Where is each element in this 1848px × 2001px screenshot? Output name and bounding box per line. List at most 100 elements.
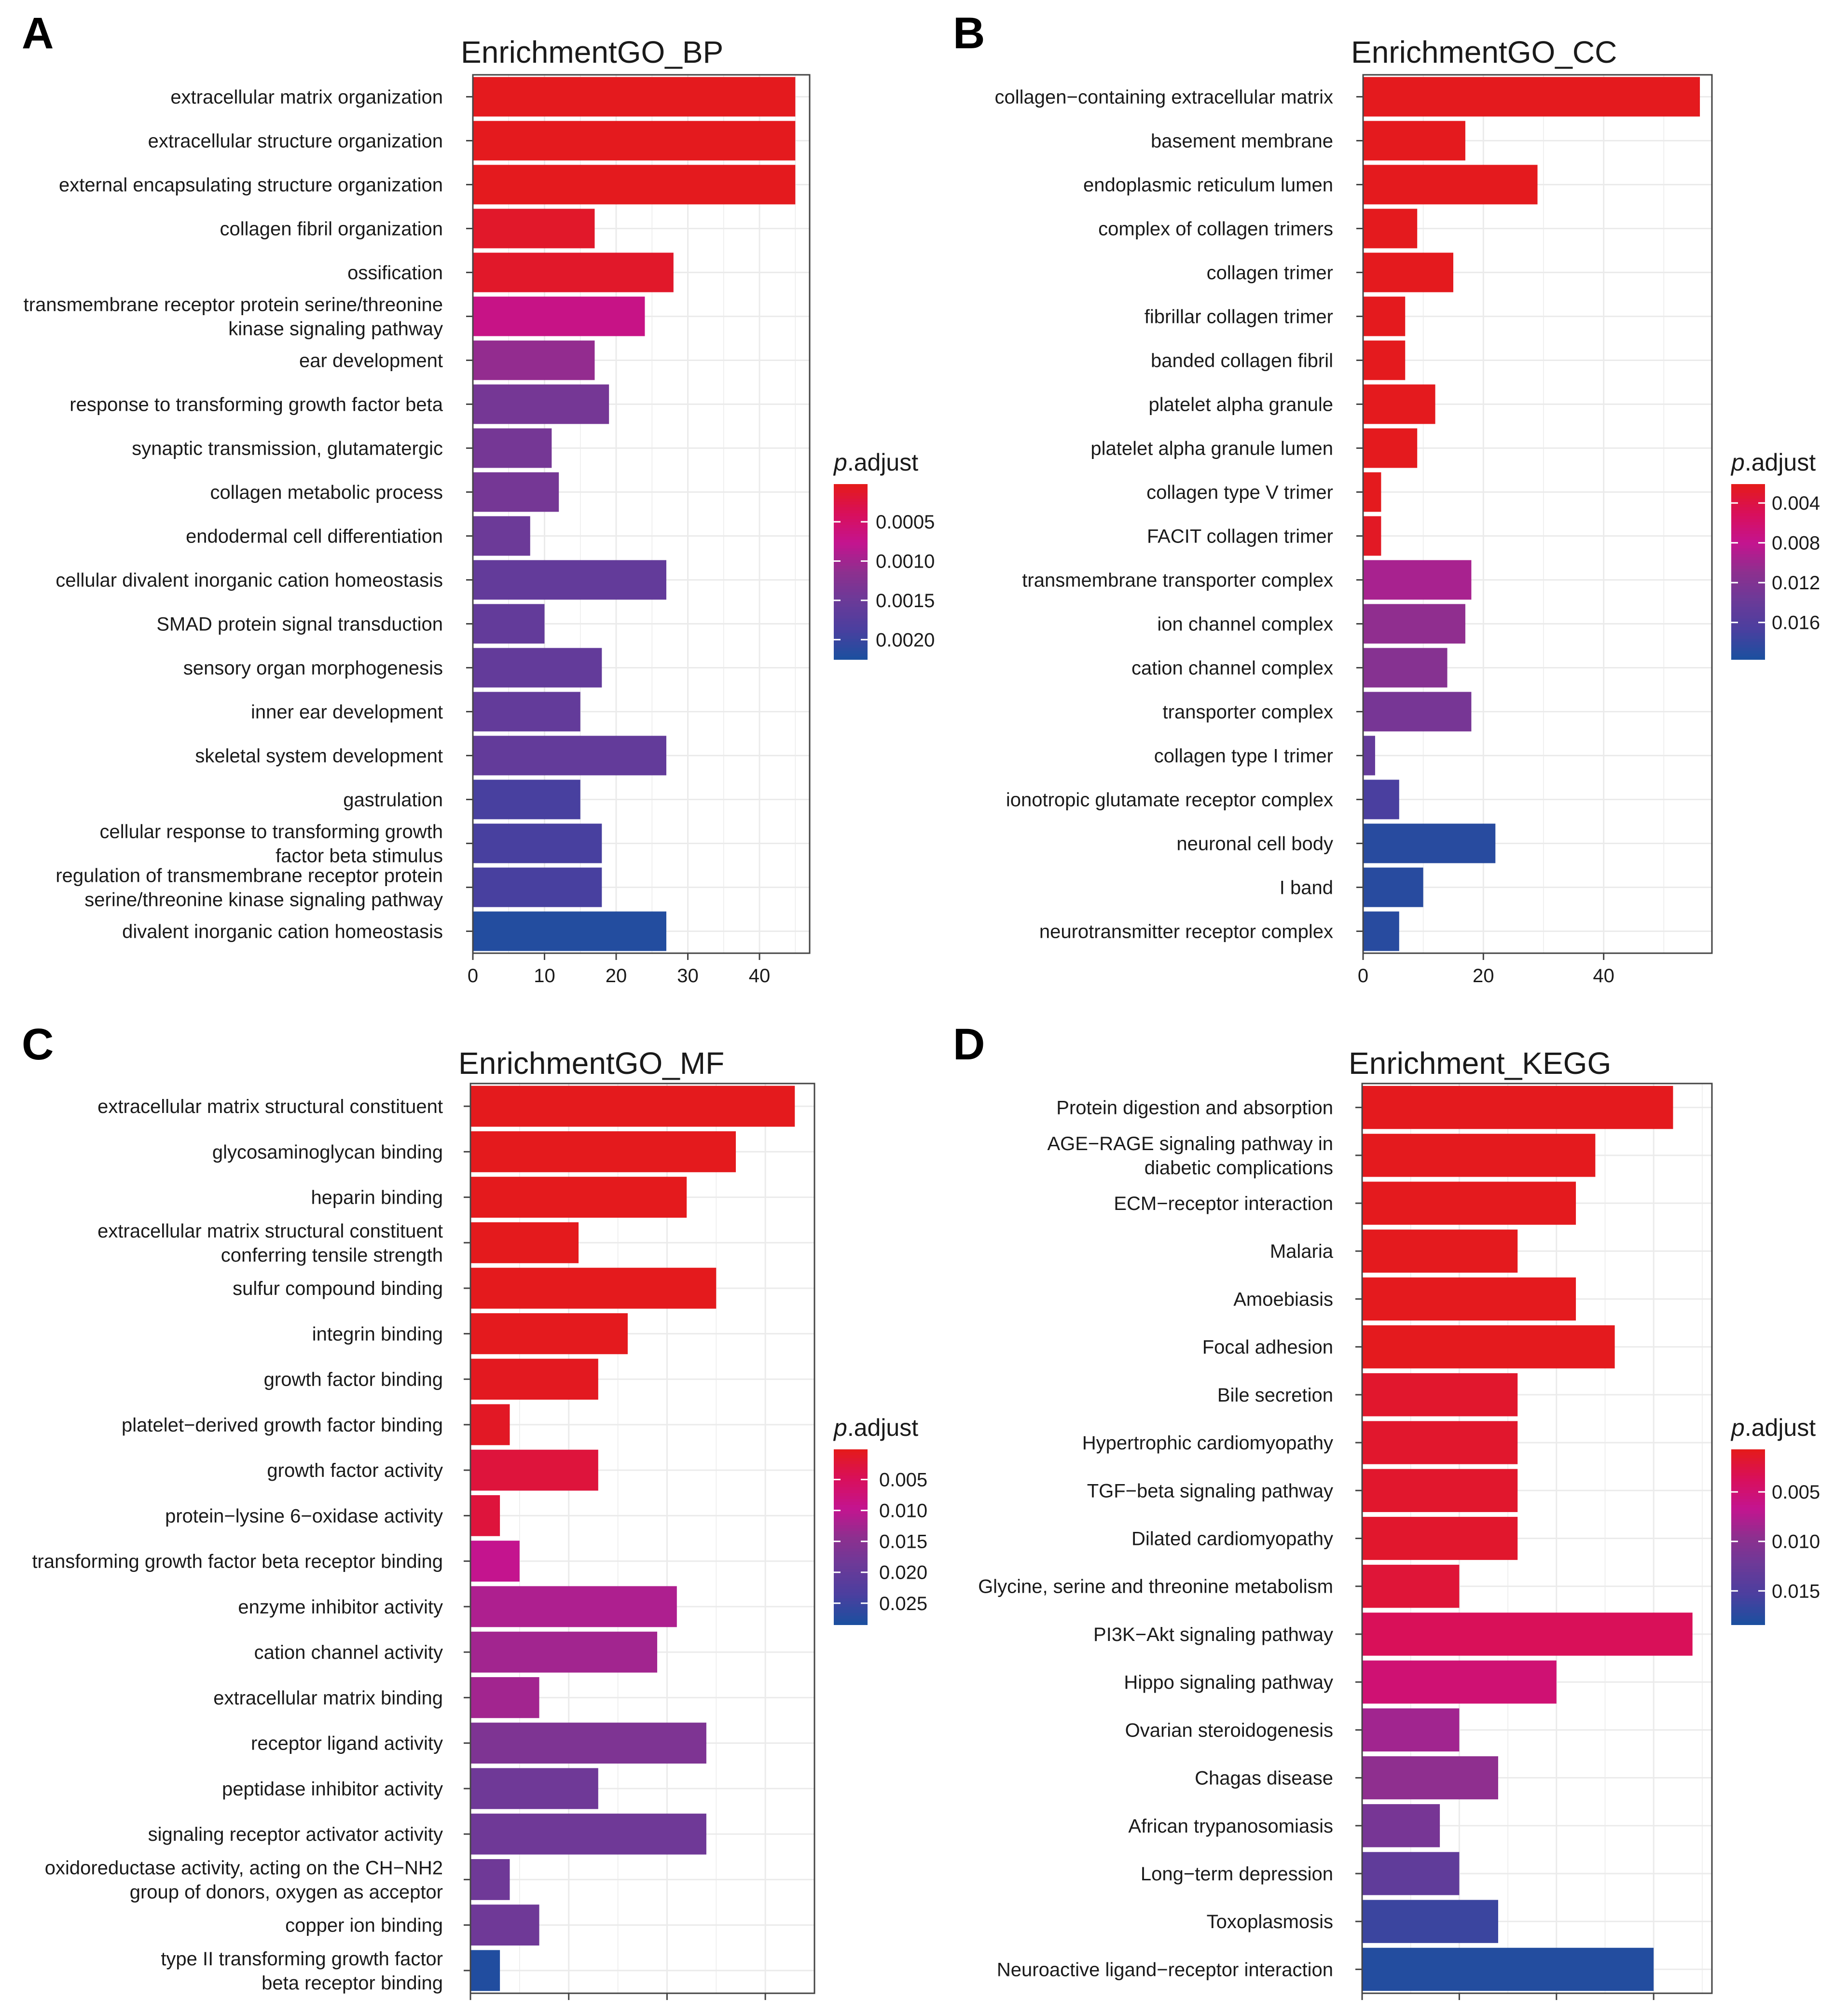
panel-d-legend-swatch (1731, 1455, 1765, 1459)
panel-a-category-label: factor beta stimulus (276, 846, 443, 867)
panel-a-legend-swatch (834, 627, 868, 631)
panel-b-legend-swatch (1731, 633, 1765, 637)
panel-a-legend-swatch (834, 641, 868, 645)
panel-a-plot-area: extracellular matrix organization extrace… (24, 74, 811, 987)
panel-b-legend-swatch (1731, 621, 1765, 625)
panel-c-bar (470, 1723, 706, 1764)
panel-a-legend-swatch (834, 496, 868, 500)
panel-b-category-label: banded collagen fibril (1151, 350, 1333, 372)
panel-a-bar (473, 165, 796, 205)
panel-c-legend-swatch (834, 1551, 868, 1555)
panel-b-legend-swatch (1731, 601, 1765, 605)
panel-d-category-label: Long−term depression (1141, 1863, 1333, 1885)
panel-a-legend-swatch (834, 656, 868, 660)
panel-c-category-label: extracellular matrix binding (213, 1687, 443, 1709)
panel-a-legend-swatch (834, 621, 868, 625)
panel-c-legend-swatch (834, 1452, 868, 1456)
panel-c-letter: C (22, 1020, 54, 1069)
panel-d-legend-swatch (1731, 1467, 1765, 1471)
panel-b-plot-area: collagen−containing extracellular matrix… (995, 74, 1713, 987)
panel-d-legend-swatch (1731, 1525, 1765, 1529)
panel-a-legend-swatch (834, 647, 868, 651)
panel-d-legend-label: 0.005 (1772, 1482, 1820, 1503)
panel-d-plot-frame (1361, 1083, 1713, 1994)
panel-d-bar (1362, 1277, 1576, 1321)
panel-a-legend-swatch (834, 589, 868, 593)
panel-c-legend-swatch (834, 1470, 868, 1473)
panel-c-legend-swatch (834, 1531, 868, 1535)
panel-d-legend-swatch (1731, 1607, 1765, 1611)
panel-a-legend-swatch (834, 618, 868, 622)
panel-a-category-label: skeletal system development (195, 746, 443, 767)
panel-c-legend-swatch (834, 1540, 868, 1543)
panel-d-bar (1362, 1756, 1498, 1800)
panel-d-legend-swatch (1731, 1563, 1765, 1567)
panel-d-category-label: TGF−beta signaling pathway (1087, 1480, 1333, 1501)
panel-c-legend-swatch (834, 1610, 868, 1613)
panel-d-legend-swatch (1731, 1478, 1765, 1482)
panel-b-category-label: collagen type V trimer (1146, 482, 1333, 503)
panel-b-category-label: collagen−containing extracellular matrix (995, 87, 1333, 108)
panel-b-legend-swatch (1731, 618, 1765, 622)
panel-a-legend: p.adjust 0.0005 0.0010 0.0015 0.0020 (833, 449, 935, 660)
panel-d-bar (1362, 1612, 1693, 1656)
panel-c-legend-swatch (834, 1586, 868, 1590)
panel-a-legend-swatch (834, 583, 868, 587)
panel-b-legend: p.adjust 0.004 0.008 0.012 0.016 (1730, 449, 1820, 660)
panel-b-bar (1363, 692, 1472, 732)
panel-c-legend-title-italic: p (833, 1414, 847, 1441)
panel-d-legend-swatch (1731, 1572, 1765, 1576)
panel-a-legend-swatch (834, 610, 868, 613)
panel-a-legend-swatch (834, 636, 868, 639)
panel-c-legend-swatch (834, 1496, 868, 1500)
panel-a-legend-swatch (834, 580, 868, 584)
panel-d-legend-title: p.adjust (1730, 1414, 1816, 1441)
panel-d-letter: D (953, 1020, 985, 1069)
panel-d-legend-swatch (1731, 1592, 1765, 1596)
panel-a-category-label: synaptic transmission, glutamatergic (132, 438, 443, 459)
panel-a-legend-swatch (834, 612, 868, 616)
panel-c-bar (470, 1404, 510, 1445)
panel-d-bar (1362, 1947, 1654, 1991)
panel-d-legend-swatch (1731, 1589, 1765, 1593)
panel-d-legend-swatch (1731, 1581, 1765, 1584)
panel-c-bar (470, 1449, 598, 1491)
panel-c-legend-swatch (834, 1581, 868, 1584)
panel-b-legend-title-rest: .adjust (1745, 449, 1816, 476)
panel-c-legend-swatch (834, 1528, 868, 1532)
panel-a-category-label: response to transforming growth factor b… (69, 394, 443, 416)
panel-d-category-label: diabetic complications (1145, 1157, 1333, 1179)
panel-b-legend-swatch (1731, 563, 1765, 567)
panel-b-legend-swatch (1731, 528, 1765, 531)
panel-b-legend-swatch (1731, 507, 1765, 511)
panel-c-legend-swatch (834, 1563, 868, 1567)
panel-b-category-label: neuronal cell body (1176, 834, 1333, 855)
panel-a-bar (473, 121, 796, 161)
panel-b-legend-swatch (1731, 519, 1765, 523)
panel-c-legend-swatch (834, 1458, 868, 1462)
panel-c-legend-swatch (834, 1499, 868, 1502)
panel-c-bar (470, 1313, 628, 1354)
panel-c-legend-swatch (834, 1554, 868, 1558)
panel-c-legend-swatch (834, 1621, 868, 1625)
panel-a-legend-swatch (834, 601, 868, 605)
panel-b-legend-swatch (1731, 510, 1765, 514)
panel-c-legend-swatch (834, 1534, 868, 1538)
panel-b-category-label: platelet alpha granule (1148, 394, 1333, 416)
panel-d-plot-area: Protein digestion and absorption AGE−RAGE… (978, 1083, 1713, 2000)
panel-a-legend-swatch (834, 633, 868, 637)
panel-a-legend-swatch (834, 574, 868, 578)
panel-b-legend-swatch (1731, 487, 1765, 491)
panel-b-legend-title-italic: p (1730, 449, 1745, 476)
panel-c-legend-swatch (834, 1560, 868, 1564)
panel-a-x-tick-label: 20 (606, 965, 627, 987)
panel-c-legend-swatch (834, 1569, 868, 1573)
panel-c-legend-swatch (834, 1464, 868, 1468)
panel-b-bar (1363, 428, 1418, 468)
panel-b-legend-swatch (1731, 610, 1765, 613)
panel-c-category-label: heparin binding (311, 1187, 443, 1209)
panel-b-legend-swatch (1731, 571, 1765, 575)
panel-b-legend-swatch (1731, 650, 1765, 654)
panel-a-legend-swatch (834, 551, 868, 555)
panel-a-bar (473, 911, 666, 951)
